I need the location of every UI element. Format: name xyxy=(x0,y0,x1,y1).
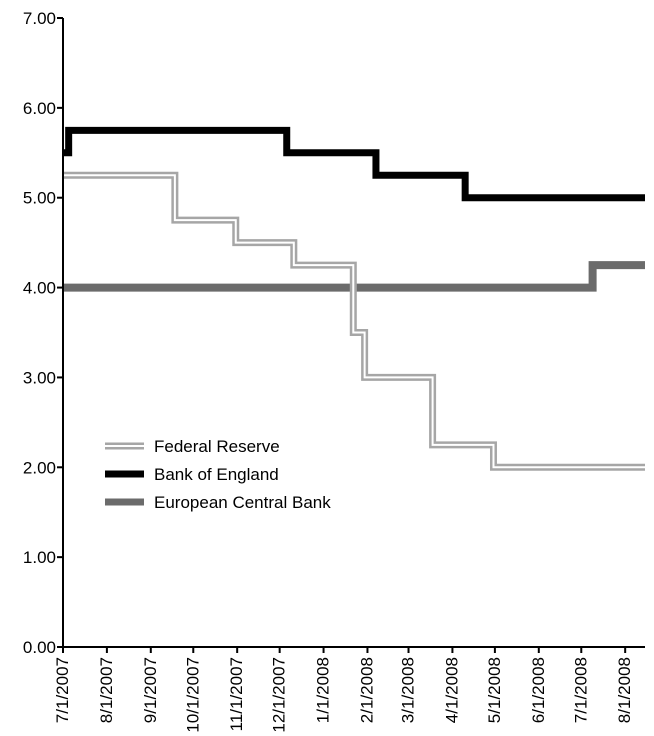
x-tick-label: 6/1/2008 xyxy=(529,657,548,723)
series-line-european-central-bank xyxy=(63,261,645,292)
y-tick-label: 0.00 xyxy=(23,638,56,657)
legend-label-european-central-bank: European Central Bank xyxy=(154,493,331,512)
y-tick-label: 2.00 xyxy=(23,458,56,477)
y-tick-label: 1.00 xyxy=(23,548,56,567)
y-tick-label: 7.00 xyxy=(23,9,56,28)
y-tick-label: 3.00 xyxy=(23,368,56,387)
x-ticks: 7/1/2007 8/1/2007 9/1/2007 10/1/2007 11/1/20… xyxy=(53,647,634,733)
x-tick-label: 10/1/2007 xyxy=(183,657,202,733)
x-tick-label: 7/1/2007 xyxy=(53,657,72,723)
x-tick-label: 3/1/2008 xyxy=(399,657,418,723)
y-tick-label: 6.00 xyxy=(23,99,56,118)
y-tick-label: 4.00 xyxy=(23,279,56,298)
axes xyxy=(62,18,645,648)
y-ticks: 0.00 1.00 2.00 3.00 4.00 5.00 6.00 7.00 xyxy=(23,9,63,657)
x-tick-label: 1/1/2008 xyxy=(314,657,333,723)
y-tick-label: 5.00 xyxy=(23,189,56,208)
x-tick-label: 5/1/2008 xyxy=(485,657,504,723)
x-tick-label: 4/1/2008 xyxy=(442,657,461,723)
series-line-inner-federal-reserve xyxy=(63,174,645,469)
x-tick-label: 9/1/2007 xyxy=(141,657,160,723)
series-lines xyxy=(63,126,645,471)
x-tick-label: 11/1/2007 xyxy=(227,657,246,731)
legend-label-bank-of-england: Bank of England xyxy=(154,465,279,484)
legend-label-federal-reserve: Federal Reserve xyxy=(154,437,280,456)
x-tick-label: 2/1/2008 xyxy=(357,657,376,723)
x-tick-label: 7/1/2008 xyxy=(571,657,590,723)
x-tick-label: 8/1/2008 xyxy=(615,657,634,723)
series-line-bank-of-england xyxy=(63,126,645,202)
x-tick-label: 8/1/2007 xyxy=(97,657,116,723)
x-tick-label: 12/1/2007 xyxy=(270,657,289,733)
legend: Federal Reserve Bank of England European C… xyxy=(105,437,331,512)
